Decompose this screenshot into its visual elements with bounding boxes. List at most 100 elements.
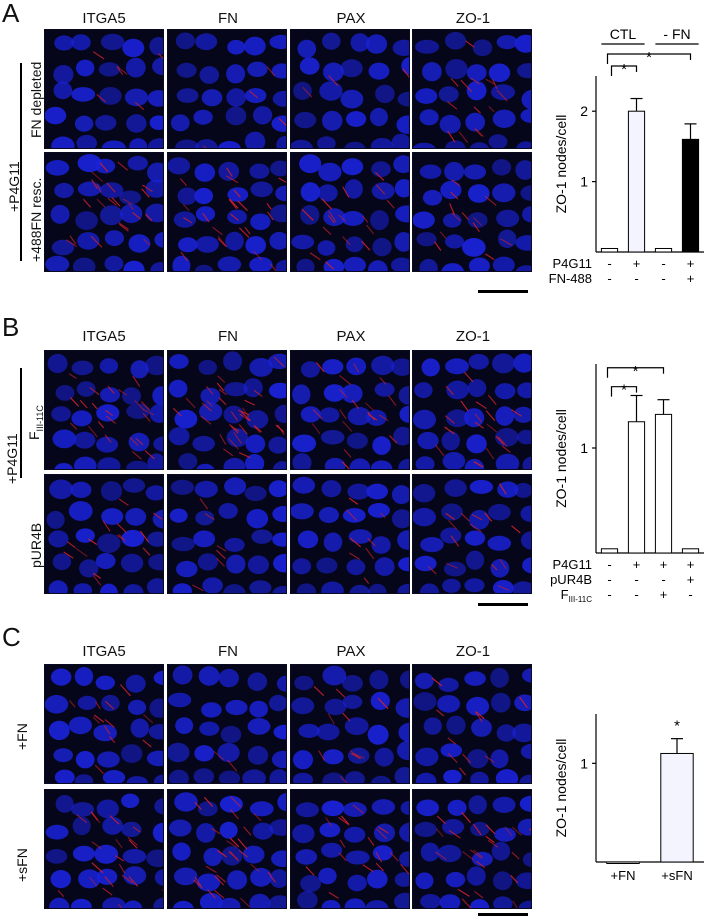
condition-label: P4G11 xyxy=(552,557,592,572)
condition-label: FIII-11C xyxy=(561,587,593,604)
micrograph xyxy=(167,29,287,149)
column-label-fn: FN xyxy=(218,10,238,27)
bar xyxy=(627,421,646,554)
condition-mark: + xyxy=(687,256,695,271)
bar xyxy=(654,247,673,253)
micrograph xyxy=(44,789,164,909)
column-label-pax: PAX xyxy=(336,328,366,345)
condition-mark: + xyxy=(660,587,668,602)
row-label-f-iii-11c: FIII-11C xyxy=(26,405,45,440)
significance-bracket xyxy=(610,386,638,397)
micrograph xyxy=(412,474,532,594)
panel-letter-b: B xyxy=(2,312,20,342)
row-label-plus-fn: +FN xyxy=(14,723,30,750)
x-tick-label: +sFN xyxy=(661,868,692,883)
bar xyxy=(681,138,700,253)
bar xyxy=(654,413,673,554)
scale-bar xyxy=(478,603,528,606)
significance-bracket xyxy=(606,367,665,378)
bar xyxy=(606,861,640,864)
group-label: - FN xyxy=(663,26,690,42)
condition-label: pUR4B xyxy=(550,572,592,587)
condition-mark: - xyxy=(607,557,611,572)
micrograph xyxy=(44,350,164,470)
micrograph xyxy=(167,152,287,272)
condition-mark: - xyxy=(607,587,611,602)
chart-b: 1 ZO-1 nodes/cell * * P4G11- + + + pUR4B - - - + FIII… xyxy=(540,340,712,608)
condition-mark: + xyxy=(687,271,695,286)
column-label-pax: PAX xyxy=(336,10,366,27)
bar xyxy=(681,548,700,554)
condition-mark: - xyxy=(688,587,692,602)
micrograph xyxy=(167,664,287,784)
micrograph xyxy=(412,350,532,470)
micrograph xyxy=(44,664,164,784)
row-label-fn-depleted: FN depleted xyxy=(28,61,44,138)
condition-mark: + xyxy=(633,557,641,572)
scale-bar xyxy=(478,913,528,916)
condition-label-subscript: III-11C xyxy=(569,595,593,604)
micrograph xyxy=(290,664,410,784)
micrograph xyxy=(167,789,287,909)
group-label-p4g11: +P4G11 xyxy=(4,433,20,484)
micrograph xyxy=(290,789,410,909)
micrograph xyxy=(290,29,410,149)
chart-a: 1 2 ZO-1 nodes/cell CTL - FN * * P4G11- + - + FN-48… xyxy=(540,20,712,292)
y-tick-label: 1 xyxy=(580,174,588,190)
condition-label: P4G11 xyxy=(552,256,592,271)
micrograph xyxy=(290,152,410,272)
column-label-itga5: ITGA5 xyxy=(82,643,126,660)
row-label-488fn-rescue: +488FN resc. xyxy=(28,177,44,262)
micrograph xyxy=(44,152,164,272)
condition-mark: - xyxy=(607,271,611,286)
micrograph xyxy=(412,789,532,909)
condition-mark: + xyxy=(633,256,641,271)
significance-bracket xyxy=(610,65,638,76)
significance-star: * xyxy=(646,49,652,66)
condition-mark: - xyxy=(661,256,665,271)
y-tick-label: 2 xyxy=(580,103,588,119)
y-axis-label: ZO-1 nodes/cell xyxy=(553,115,569,214)
y-axis-label: ZO-1 nodes/cell xyxy=(553,739,569,838)
micrograph xyxy=(412,152,532,272)
micrograph xyxy=(44,474,164,594)
micrograph xyxy=(290,474,410,594)
condition-mark: - xyxy=(607,572,611,587)
condition-mark: + xyxy=(660,557,668,572)
y-axis-label: ZO-1 nodes/cell xyxy=(553,409,569,508)
group-bracket-line xyxy=(20,368,22,478)
micrograph xyxy=(290,350,410,470)
significance-star: * xyxy=(621,61,627,78)
row-label-f: F xyxy=(26,431,42,440)
significance-star: * xyxy=(621,382,627,399)
condition-mark: - xyxy=(607,256,611,271)
column-label-zo1: ZO-1 xyxy=(455,328,491,345)
significance-star: * xyxy=(674,718,680,735)
bar xyxy=(660,752,694,863)
micrograph xyxy=(412,29,532,149)
condition-mark: - xyxy=(661,271,665,286)
column-label-fn: FN xyxy=(218,643,238,660)
column-label-itga5: ITGA5 xyxy=(82,10,126,27)
column-label-zo1: ZO-1 xyxy=(455,10,491,27)
column-label-zo1: ZO-1 xyxy=(455,643,491,660)
significance-bracket xyxy=(606,53,692,64)
chart-c: 1 ZO-1 nodes/cell * +FN +sFN xyxy=(540,690,712,890)
bar xyxy=(627,110,646,253)
group-bracket-line xyxy=(20,63,22,261)
column-label-pax: PAX xyxy=(336,643,366,660)
condition-mark: - xyxy=(661,572,665,587)
group-label: CTL xyxy=(610,26,637,42)
x-tick-label: +FN xyxy=(611,868,636,883)
row-label-plus-sfn: +sFN xyxy=(14,848,30,882)
condition-mark: - xyxy=(634,271,638,286)
condition-mark: - xyxy=(634,572,638,587)
y-tick-label: 1 xyxy=(580,440,588,456)
column-label-fn: FN xyxy=(218,328,238,345)
scale-bar xyxy=(478,290,528,293)
significance-star: * xyxy=(633,363,639,380)
bar xyxy=(600,247,619,253)
condition-label: FN-488 xyxy=(549,271,592,286)
condition-mark: + xyxy=(687,557,695,572)
micrograph xyxy=(412,664,532,784)
